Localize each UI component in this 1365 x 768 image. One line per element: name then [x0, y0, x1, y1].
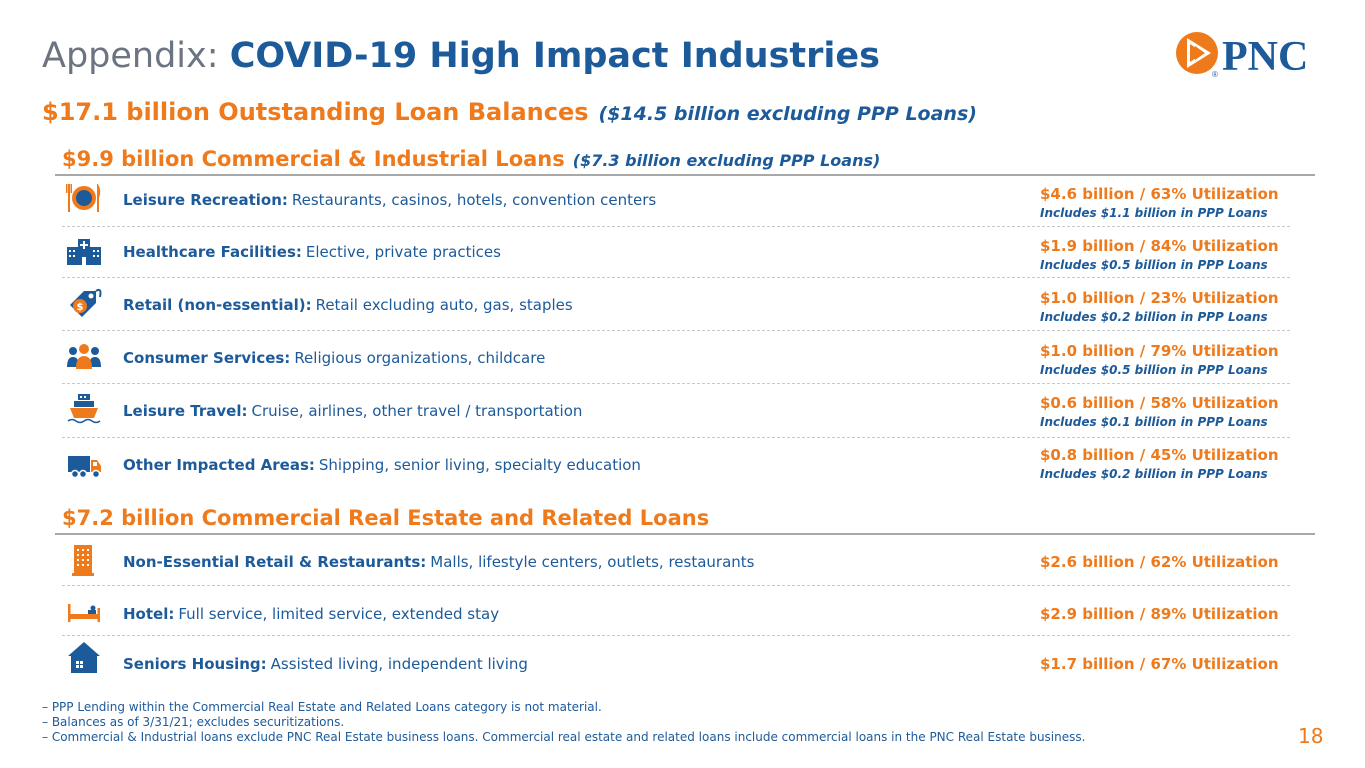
row-name: Non-Essential Retail & Restaurants:	[123, 553, 427, 571]
hotel-bed-icon	[66, 596, 102, 630]
ci-row-label: Leisure Travel: Cruise, airlines, other t…	[123, 402, 582, 420]
row-name: Seniors Housing:	[123, 655, 267, 673]
row-desc: Cruise, airlines, other travel / transpo…	[251, 402, 583, 420]
footnote-3: – Commercial & Industrial loans exclude …	[42, 730, 1086, 744]
row-amount: $0.6 billion / 58% Utilization	[1040, 394, 1279, 412]
footnotes: – PPP Lending within the Commercial Real…	[42, 700, 1242, 745]
cre-row-hotel: Hotel: Full service, limited service, ext…	[62, 586, 1290, 636]
outstanding-balances-main: $17.1 billion Outstanding Loan Balances	[42, 98, 589, 126]
row-amount: $1.7 billion / 67% Utilization	[1040, 655, 1279, 673]
cruise-ship-icon	[66, 392, 102, 426]
page-number: 18	[1298, 724, 1324, 748]
row-amount: $2.9 billion / 89% Utilization	[1040, 605, 1279, 623]
cre-section-rule	[55, 533, 1315, 535]
ci-row-label: Retail (non-essential): Retail excluding …	[123, 296, 573, 314]
price-tag-icon: $	[66, 287, 102, 321]
cre-row-label: Seniors Housing: Assisted living, indepen…	[123, 655, 528, 673]
hospital-building-icon	[66, 235, 102, 269]
ci-row-other-impacted: Other Impacted Areas: Shipping, senior li…	[62, 438, 1290, 492]
ci-row-consumer-services: Consumer Services: Religious organization…	[62, 331, 1290, 384]
row-desc: Religious organizations, childcare	[294, 349, 546, 367]
delivery-truck-icon	[66, 448, 102, 482]
row-name: Other Impacted Areas:	[123, 456, 315, 474]
ci-row-label: Other Impacted Areas: Shipping, senior li…	[123, 456, 641, 474]
title-main: COVID-19 High Impact Industries	[229, 36, 880, 76]
row-ppp: Includes $1.1 billion in PPP Loans	[1040, 206, 1268, 220]
logo-registered: ®	[1212, 70, 1218, 78]
footnote-1: – PPP Lending within the Commercial Real…	[42, 700, 602, 714]
cre-row-label: Non-Essential Retail & Restaurants: Malls…	[123, 553, 755, 571]
row-amount: $1.9 billion / 84% Utilization	[1040, 237, 1279, 255]
cre-row-label: Hotel: Full service, limited service, ext…	[123, 605, 499, 623]
ci-row-healthcare: Healthcare Facilities: Elective, private …	[62, 227, 1290, 278]
row-name: Leisure Recreation:	[123, 191, 288, 209]
row-amount: $4.6 billion / 63% Utilization	[1040, 185, 1279, 203]
people-group-icon	[66, 341, 102, 375]
footnote-2: – Balances as of 3/31/21; excludes secur…	[42, 715, 345, 729]
row-ppp: Includes $0.2 billion in PPP Loans	[1040, 467, 1268, 481]
row-ppp: Includes $0.5 billion in PPP Loans	[1040, 363, 1268, 377]
row-amount: $1.0 billion / 23% Utilization	[1040, 289, 1279, 307]
logo-text: PNC	[1222, 34, 1308, 78]
cre-section-title: $7.2 billion Commercial Real Estate and …	[62, 506, 710, 530]
row-desc: Elective, private practices	[305, 243, 501, 261]
row-ppp: Includes $0.1 billion in PPP Loans	[1040, 415, 1268, 429]
row-name: Healthcare Facilities:	[123, 243, 302, 261]
row-name: Consumer Services:	[123, 349, 291, 367]
row-desc: Malls, lifestyle centers, outlets, resta…	[430, 553, 755, 571]
ci-section-note: ($7.3 billion excluding PPP Loans)	[572, 151, 881, 170]
ci-row-label: Consumer Services: Religious organization…	[123, 349, 545, 367]
row-amount: $2.6 billion / 62% Utilization	[1040, 553, 1279, 571]
ci-section-title: $9.9 billion Commercial & Industrial Loa…	[62, 145, 880, 175]
cre-row-seniors-housing: Seniors Housing: Assisted living, indepen…	[62, 636, 1290, 688]
ci-row-label: Healthcare Facilities: Elective, private …	[123, 243, 501, 261]
row-desc: Assisted living, independent living	[270, 655, 528, 673]
row-name: Hotel:	[123, 605, 175, 623]
office-building-icon	[66, 543, 102, 577]
svg-text:$: $	[77, 302, 84, 313]
ci-row-retail: $ Retail (non-essential): Retail excludin…	[62, 278, 1290, 331]
cre-row-retail-restaurants: Non-Essential Retail & Restaurants: Malls…	[62, 535, 1290, 586]
row-desc: Restaurants, casinos, hotels, convention…	[291, 191, 657, 209]
outstanding-balances-heading: $17.1 billion Outstanding Loan Balances (…	[42, 96, 977, 130]
house-icon	[66, 640, 102, 674]
row-desc: Full service, limited service, extended …	[178, 605, 500, 623]
row-desc: Shipping, senior living, specialty educa…	[318, 456, 641, 474]
outstanding-balances-note: ($14.5 billion excluding PPP Loans)	[598, 103, 977, 125]
title-prefix: Appendix:	[42, 36, 219, 76]
row-desc: Retail excluding auto, gas, staples	[315, 296, 573, 314]
row-name: Retail (non-essential):	[123, 296, 312, 314]
ci-section-rule	[55, 174, 1315, 176]
ci-section-main: $9.9 billion Commercial & Industrial Loa…	[62, 147, 565, 171]
row-name: Leisure Travel:	[123, 402, 248, 420]
page-title: Appendix: COVID-19 High Impact Industrie…	[42, 34, 880, 78]
pnc-arrow-logo-icon: PNC ®	[1176, 32, 1308, 80]
dining-plate-icon	[66, 181, 102, 215]
ci-row-leisure-travel: Leisure Travel: Cruise, airlines, other t…	[62, 384, 1290, 438]
row-amount: $0.8 billion / 45% Utilization	[1040, 446, 1279, 464]
pnc-logo: PNC ®	[1174, 30, 1328, 80]
row-amount: $1.0 billion / 79% Utilization	[1040, 342, 1279, 360]
ci-row-label: Leisure Recreation: Restaurants, casinos,…	[123, 191, 656, 209]
ci-row-leisure-recreation: Leisure Recreation: Restaurants, casinos,…	[62, 176, 1290, 227]
row-ppp: Includes $0.5 billion in PPP Loans	[1040, 258, 1268, 272]
row-ppp: Includes $0.2 billion in PPP Loans	[1040, 310, 1268, 324]
